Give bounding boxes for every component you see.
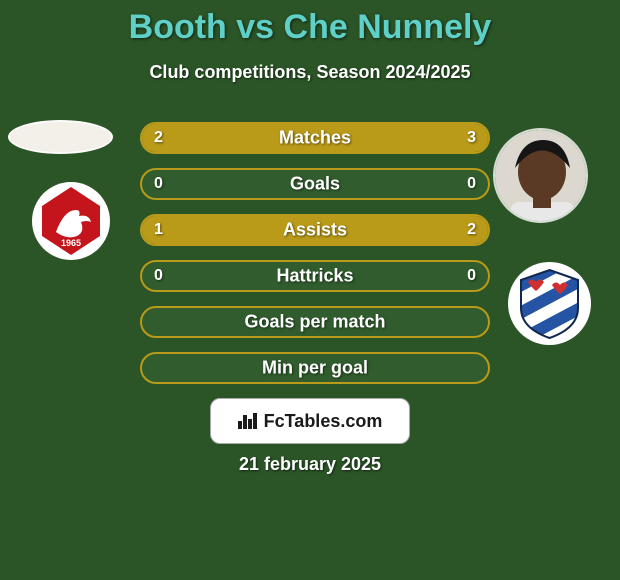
stat-row-min-per-goal: Min per goal [140, 352, 490, 384]
player2-portrait [495, 130, 588, 223]
stat-value-right: 2 [467, 221, 476, 239]
fctables-badge[interactable]: FcTables.com [210, 398, 410, 444]
stat-value-left: 0 [154, 267, 163, 285]
player2-photo [493, 128, 588, 223]
badge-text: FcTables.com [264, 411, 383, 432]
player1-photo [8, 120, 113, 154]
stat-label: Matches [142, 128, 488, 149]
player2-club-logo [508, 262, 591, 345]
sc-heerenveen-crest [508, 262, 591, 345]
stat-label: Min per goal [142, 358, 488, 379]
stats-bars: Matches23Goals00Assists12Hattricks00Goal… [140, 122, 490, 398]
stat-row-assists: Assists1 2 [140, 214, 490, 246]
stat-row-goals-per-match: Goals per match [140, 306, 490, 338]
stat-row-hattricks: Hattricks0 0 [140, 260, 490, 292]
comparison-infographic: Booth vs Che Nunnely Club competitions, … [0, 0, 620, 580]
stat-label: Goals [142, 174, 488, 195]
stat-value-right: 3 [467, 129, 476, 147]
stat-row-goals: Goals0 0 [140, 168, 490, 200]
player1-club-logo: 1965 [32, 182, 110, 260]
footer-date: 21 february 2025 [0, 454, 620, 475]
stat-value-left: 2 [154, 129, 163, 147]
stat-label: Goals per match [142, 312, 488, 333]
stat-value-left: 0 [154, 175, 163, 193]
stat-value-right: 0 [467, 175, 476, 193]
stat-value-left: 1 [154, 221, 163, 239]
page-title: Booth vs Che Nunnely [0, 8, 620, 47]
svg-text:1965: 1965 [61, 238, 81, 248]
stat-value-right: 0 [467, 267, 476, 285]
stat-row-matches: Matches2 3 [140, 122, 490, 154]
bar-chart-icon [238, 413, 258, 429]
stat-label: Assists [142, 220, 488, 241]
stat-label: Hattricks [142, 266, 488, 287]
subtitle: Club competitions, Season 2024/2025 [0, 62, 620, 83]
fc-twente-crest: 1965 [32, 182, 110, 260]
